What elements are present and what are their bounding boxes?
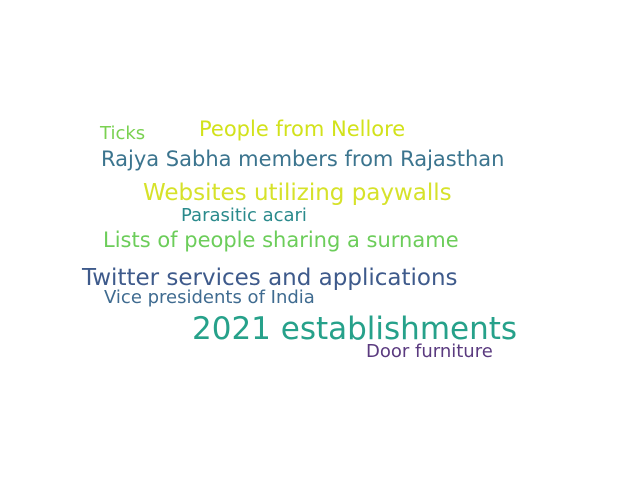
word-2021-establishments: 2021 establishments (192, 311, 518, 347)
word-websites-paywalls: Websites utilizing paywalls (143, 180, 452, 206)
word-twitter-services: Twitter services and applications (82, 265, 458, 291)
word-lists-surname: Lists of people sharing a surname (103, 228, 459, 252)
word-ticks: Ticks (100, 123, 146, 144)
word-parasitic-acari: Parasitic acari (181, 205, 307, 226)
word-rajya-sabha-members: Rajya Sabha members from Rajasthan (101, 147, 505, 171)
word-people-from-nellore: People from Nellore (199, 117, 406, 141)
word-vice-presidents: Vice presidents of India (104, 287, 315, 308)
word-door-furniture: Door furniture (366, 341, 493, 362)
